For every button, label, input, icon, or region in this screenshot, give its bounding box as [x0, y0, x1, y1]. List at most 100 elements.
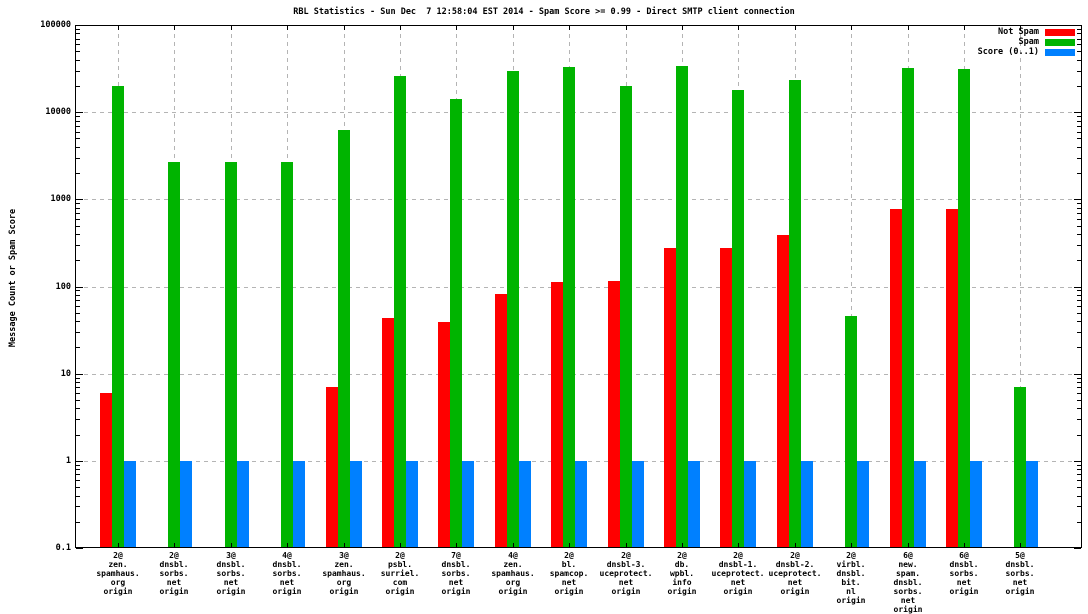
x-tick-label: 6@ dnsbl. sorbs. net origin [928, 551, 1000, 596]
y-minor-tick [1077, 347, 1081, 348]
y-minor-tick [76, 480, 80, 481]
bar-spam-16 [1014, 387, 1026, 547]
y-minor-tick [1077, 378, 1081, 379]
y-minor-tick [1077, 71, 1081, 72]
x-tick-label-line: 2@ [113, 551, 123, 560]
x-tick-label-line: origin [836, 596, 866, 605]
y-minor-tick [1077, 387, 1081, 388]
x-tick [626, 26, 627, 30]
y-minor-tick [76, 347, 80, 348]
y-minor-tick [1077, 435, 1081, 436]
x-tick [569, 543, 570, 547]
y-minor-tick [76, 29, 80, 30]
gridline-horizontal [76, 374, 1081, 375]
bar-spam-7 [507, 71, 519, 547]
x-tick [344, 543, 345, 547]
y-minor-tick [76, 60, 80, 61]
bar-score-0-1-13 [857, 461, 869, 547]
x-tick-label-line: zen. [108, 560, 128, 569]
y-minor-tick [76, 487, 80, 488]
x-tick-label-line: origin [780, 587, 810, 596]
y-minor-tick [1077, 126, 1081, 127]
y-minor-tick [76, 465, 80, 466]
x-tick-label-line: dnsbl. [893, 578, 923, 587]
x-tick [344, 26, 345, 30]
x-tick [964, 543, 965, 547]
y-minor-tick [76, 116, 80, 117]
x-tick-label-line: net [223, 578, 239, 587]
bar-spam-4 [338, 130, 350, 547]
y-minor-tick [1077, 219, 1081, 220]
x-tick-label-line: 2@ [733, 551, 743, 560]
y-minor-tick [76, 474, 80, 475]
y-minor-tick [76, 173, 80, 174]
y-minor-tick [1077, 213, 1081, 214]
y-major-tick [76, 25, 83, 26]
y-minor-tick [76, 132, 80, 133]
x-tick-label-line: 3@ [226, 551, 236, 560]
bar-score-0-1-11 [744, 461, 756, 547]
x-tick [118, 26, 119, 30]
y-minor-tick [1077, 138, 1081, 139]
x-tick-label-line: net [279, 578, 295, 587]
y-minor-tick [76, 321, 80, 322]
y-tick-label: 1 [65, 456, 71, 466]
x-tick-label-line: origin [893, 605, 923, 614]
y-minor-tick [76, 300, 80, 301]
y-major-tick [1074, 25, 1081, 26]
y-minor-tick [1077, 306, 1081, 307]
x-tick-label-line: 7@ [451, 551, 461, 560]
x-tick-label-line: origin [329, 587, 359, 596]
x-tick [682, 26, 683, 30]
x-tick-label-line: info [672, 578, 692, 587]
x-tick [851, 26, 852, 30]
bar-spam-14 [902, 68, 914, 547]
y-minor-tick [76, 290, 80, 291]
y-minor-tick [1077, 260, 1081, 261]
x-tick [456, 26, 457, 30]
y-minor-tick [1077, 419, 1081, 420]
legend-swatch-spam [1045, 38, 1075, 46]
y-tick-label: 1000 [50, 194, 71, 204]
y-minor-tick [76, 393, 80, 394]
y-minor-tick [76, 121, 80, 122]
y-minor-tick [1077, 474, 1081, 475]
x-tick-label-line: spamcop. [549, 569, 589, 578]
bar-score-0-1-5 [406, 461, 418, 547]
x-tick-label: 2@ zen. spamhaus. org origin [82, 551, 154, 596]
x-tick-label: 3@ dnsbl. sorbs. net origin [195, 551, 267, 596]
x-tick [513, 543, 514, 547]
y-minor-tick [76, 332, 80, 333]
x-tick-label-line: 6@ [903, 551, 913, 560]
legend-swatch-score [1045, 48, 1075, 56]
y-minor-tick [76, 378, 80, 379]
y-major-tick [1074, 199, 1081, 200]
x-tick-label-line: 2@ [846, 551, 856, 560]
bar-spam-1 [168, 162, 180, 547]
chart-title: RBL Statistics - Sun Dec 7 12:58:04 EST … [293, 7, 795, 17]
y-minor-tick [76, 126, 80, 127]
x-tick-label-line: org [110, 578, 126, 587]
y-minor-tick [76, 86, 80, 87]
y-major-tick [76, 287, 83, 288]
x-tick-label: 2@ psbl. surriel. com origin [364, 551, 436, 596]
bar-not-spam-4 [326, 387, 338, 547]
x-tick-label-line: spam. [895, 569, 921, 578]
bar-spam-5 [394, 76, 406, 547]
bar-score-0-1-15 [970, 461, 982, 547]
y-minor-tick [1077, 208, 1081, 209]
y-minor-tick [76, 203, 80, 204]
bar-spam-12 [789, 80, 801, 547]
y-minor-tick [1077, 33, 1081, 34]
bar-not-spam-8 [551, 282, 563, 547]
x-tick [231, 26, 232, 30]
x-tick-label-line: dnsbl. [949, 560, 979, 569]
x-tick-label: 6@ new. spam. dnsbl. sorbs. net origin [872, 551, 944, 614]
x-tick-label-line: 6@ [959, 551, 969, 560]
x-tick-label-line: origin [611, 587, 641, 596]
x-tick-label-line: origin [159, 587, 189, 596]
x-tick-label-line: zen. [334, 560, 354, 569]
bar-spam-3 [281, 162, 293, 547]
y-minor-tick [76, 44, 80, 45]
y-minor-tick [76, 419, 80, 420]
